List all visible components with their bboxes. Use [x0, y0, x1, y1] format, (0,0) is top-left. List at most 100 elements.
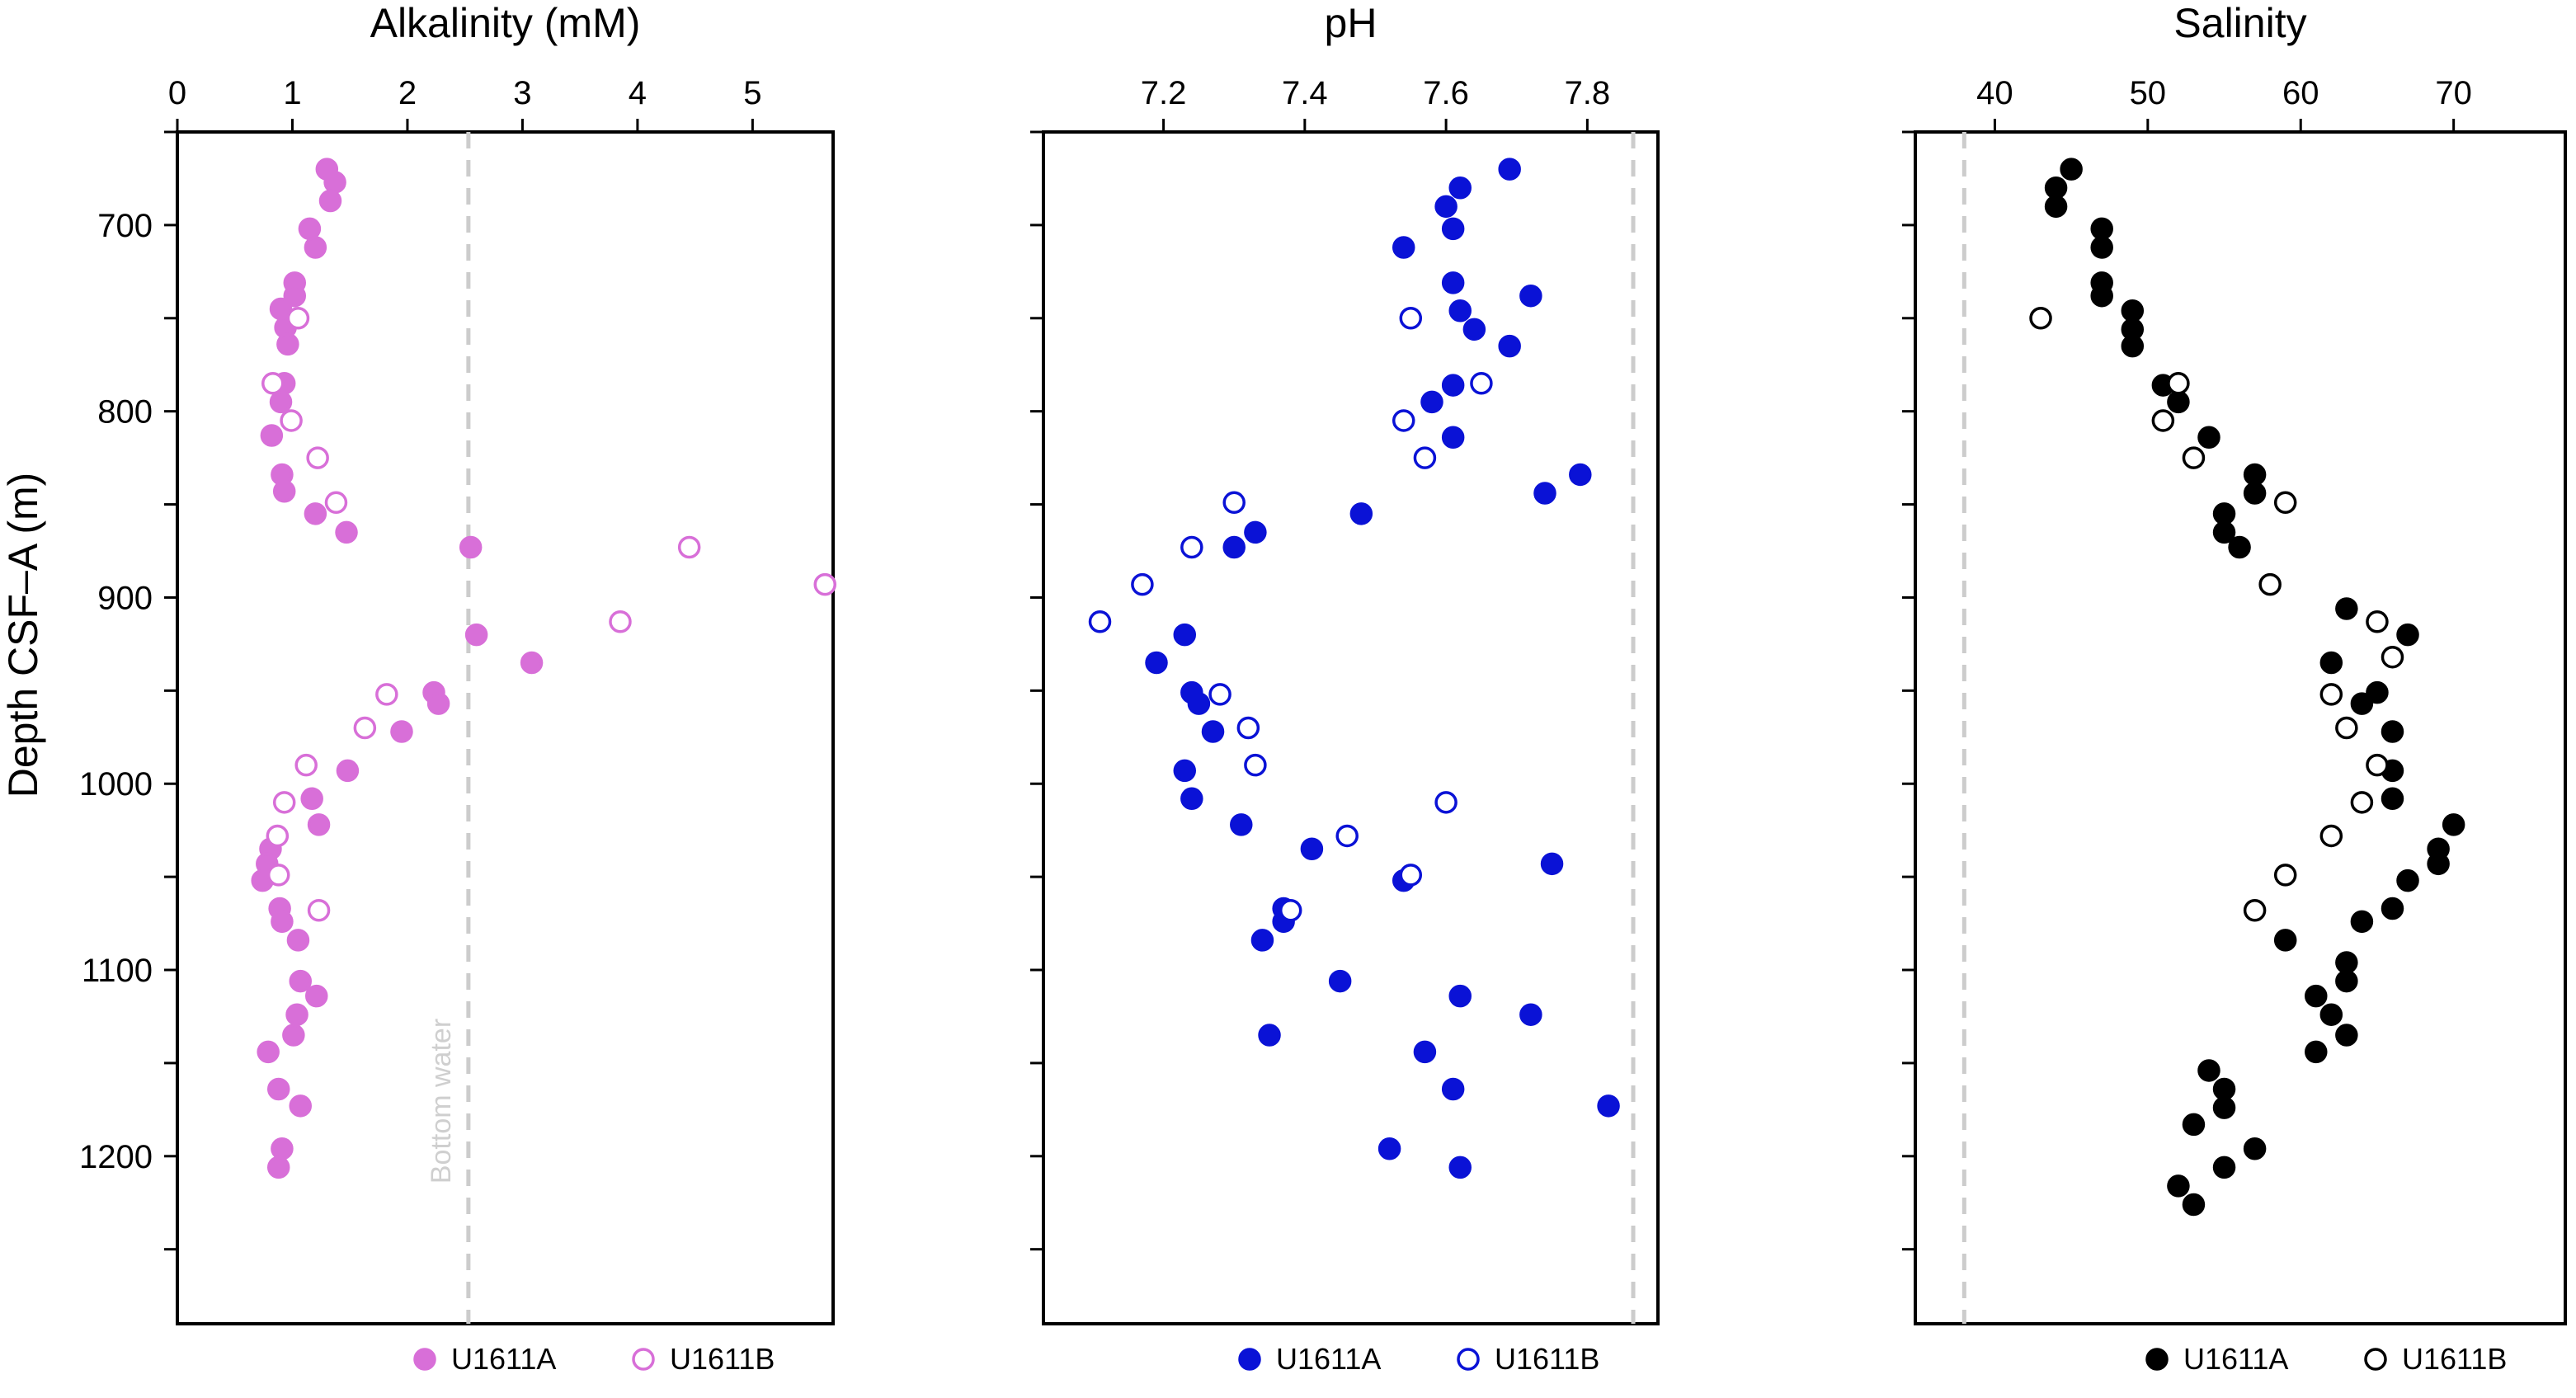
alkalinity-mm-point-u1611a: [304, 502, 327, 525]
salinity-point-u1611a: [2060, 158, 2083, 181]
salinity-legend-marker-u1611b: [2364, 1348, 2387, 1371]
ph-x-tick-label: 7.6: [1423, 75, 1469, 111]
ph-point-u1611a: [1597, 1094, 1620, 1118]
alkalinity-mm-point-u1611a: [276, 332, 299, 356]
alkalinity-mm-point-u1611b: [286, 307, 310, 330]
alkalinity-mm-legend-marker-u1611a: [413, 1348, 436, 1371]
alkalinity-mm-point-u1611a: [323, 171, 346, 194]
alkalinity-mm-title: Alkalinity (mM): [370, 0, 641, 46]
panel-salinity: Salinity 40 50 60 70 U1611A U1611B: [1902, 0, 2567, 1376]
alkalinity-mm-x-tick-label: 4: [629, 75, 647, 111]
salinity-point-u1611a: [2396, 868, 2419, 892]
alkalinity-mm-point-u1611a: [304, 236, 327, 259]
salinity-point-u1611a: [2305, 984, 2328, 1008]
salinity-point-u1611a: [2182, 1113, 2206, 1137]
ph-point-u1611a: [1173, 623, 1197, 647]
salinity-plot-frame: [1914, 130, 2567, 1325]
ph-point-u1611b: [1399, 307, 1423, 330]
ph-point-u1611a: [1244, 520, 1267, 544]
ph-point-u1611a: [1392, 236, 1415, 259]
alkalinity-mm-point-u1611a: [318, 189, 342, 213]
alkalinity-mm-point-u1611b: [353, 716, 377, 740]
ph-point-u1611b: [1208, 683, 1231, 706]
salinity-point-u1611a: [2381, 897, 2404, 920]
ph-point-u1611a: [1498, 158, 1521, 181]
ph-x-tick-label: 7.8: [1565, 75, 1611, 111]
y-tick-label: 800: [97, 394, 153, 431]
ph-point-u1611a: [1377, 1137, 1401, 1160]
alkalinity-mm-point-u1611a: [298, 217, 322, 241]
salinity-point-u1611a: [2212, 1156, 2236, 1179]
salinity-point-u1611a: [2182, 1193, 2206, 1217]
salinity-x-tick-label: 60: [2282, 75, 2319, 111]
alkalinity-mm-point-u1611b: [261, 372, 285, 395]
ph-point-u1611a: [1349, 502, 1373, 525]
alkalinity-mm-point-u1611b: [375, 683, 398, 706]
ph-point-u1611a: [1145, 651, 1168, 675]
alkalinity-mm-point-u1611b: [280, 409, 303, 432]
salinity-point-u1611a: [2228, 535, 2251, 559]
ph-point-u1611a: [1230, 813, 1253, 836]
salinity-point-u1611a: [2167, 390, 2190, 414]
ph-point-u1611a: [1413, 1040, 1437, 1064]
salinity-point-u1611a: [2121, 299, 2145, 322]
ph-x-tick-label: 7.2: [1141, 75, 1187, 111]
alkalinity-mm-point-u1611a: [289, 1094, 312, 1118]
alkalinity-mm-point-u1611a: [283, 284, 307, 308]
salinity-point-u1611b: [2182, 446, 2206, 469]
alkalinity-mm-point-u1611a: [286, 929, 310, 952]
salinity-point-u1611b: [2381, 645, 2404, 669]
alkalinity-mm-point-u1611a: [464, 623, 488, 647]
salinity-point-u1611a: [2427, 852, 2450, 876]
salinity-point-u1611a: [2381, 787, 2404, 811]
salinity-point-u1611b: [2167, 372, 2190, 395]
ph-point-u1611a: [1222, 535, 1246, 559]
ph-point-u1611a: [1441, 217, 1465, 241]
salinity-point-u1611a: [2243, 482, 2267, 505]
salinity-point-u1611a: [2197, 1059, 2220, 1082]
ph-point-u1611a: [1462, 318, 1486, 341]
ph-point-u1611a: [1569, 463, 1592, 487]
ph-point-u1611b: [1222, 491, 1246, 515]
y-axis-label: Depth CSF–A (m): [0, 473, 46, 798]
ph-point-u1611a: [1441, 374, 1465, 397]
ph-point-u1611a: [1258, 1024, 1281, 1047]
ph-point-u1611b: [1244, 753, 1267, 777]
alkalinity-mm-point-u1611a: [289, 969, 312, 993]
y-tick-label: 1200: [79, 1139, 153, 1175]
salinity-point-u1611a: [2197, 426, 2220, 450]
ph-point-u1611a: [1519, 284, 1542, 308]
alkalinity-mm-point-u1611a: [272, 480, 296, 503]
salinity-point-u1611a: [2366, 680, 2389, 704]
salinity-point-u1611a: [2273, 929, 2297, 952]
alkalinity-mm-point-u1611a: [271, 910, 294, 934]
ph-point-u1611b: [1279, 899, 1302, 922]
alkalinity-mm-x-tick-label: 3: [513, 75, 531, 111]
salinity-legend-marker-u1611a: [2145, 1348, 2169, 1371]
salinity-point-u1611b: [2319, 683, 2343, 706]
ph-point-u1611a: [1250, 929, 1274, 952]
y-tick-label: 700: [97, 208, 153, 244]
ph-point-u1611b: [1413, 446, 1437, 469]
alkalinity-mm-legend-label-u1611a: U1611A: [451, 1342, 556, 1376]
ph-point-u1611a: [1441, 426, 1465, 450]
salinity-point-u1611a: [2350, 692, 2374, 715]
salinity-point-u1611a: [2442, 813, 2465, 836]
ph-point-u1611a: [1448, 1156, 1472, 1179]
ph-point-u1611a: [1448, 984, 1472, 1008]
y-tick-label: 900: [97, 580, 153, 616]
ph-point-u1611b: [1180, 535, 1203, 559]
alkalinity-mm-point-u1611a: [269, 390, 293, 414]
ph-point-u1611a: [1519, 1003, 1542, 1026]
ph-point-u1611b: [1236, 716, 1260, 740]
salinity-point-u1611a: [2090, 217, 2113, 241]
alkalinity-mm-point-u1611a: [282, 1024, 305, 1047]
ph-point-u1611a: [1498, 334, 1521, 358]
alkalinity-mm-point-u1611b: [306, 446, 329, 469]
salinity-point-u1611b: [2350, 791, 2374, 814]
panel-ph: pH 7.2 7.4 7.6 7.8 U1611A U1611B: [1030, 0, 1660, 1376]
ph-point-u1611b: [1399, 864, 1423, 887]
alkalinity-mm-point-u1611a: [307, 813, 331, 836]
